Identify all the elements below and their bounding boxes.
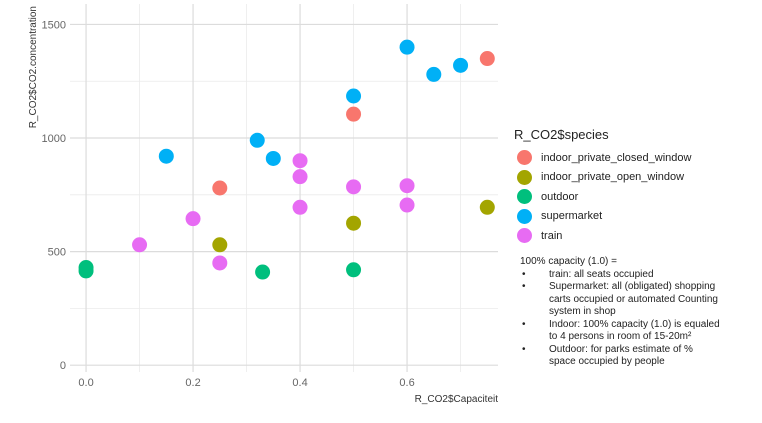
note-heading: 100% capacity (1.0) = [520,256,617,267]
point-train [212,255,228,271]
note-item-supermarket: Supermarket: all (obligated) shopping ca… [520,281,720,319]
point-indoor-private-open-window [212,237,228,253]
x-tick-label: 0.6 [399,377,414,389]
point-train [292,153,308,169]
legend-items: indoor_private_closed_window indoor_priva… [514,148,754,246]
legend-title: R_CO2$species [514,127,609,142]
point-supermarket [453,57,469,73]
point-supermarket [346,88,362,104]
note-item-outdoor: Outdoor: for parks estimate of % space o… [520,344,720,369]
point-indoor-private-open-window [479,199,495,215]
point-outdoor [346,262,362,278]
point-train [185,211,201,227]
x-tick-label: 0.4 [292,377,307,389]
legend-item-indoor-private-closed-window: indoor_private_closed_window [514,148,754,168]
legend-item-indoor-private-open-window: indoor_private_open_window [514,168,754,188]
note-item-train: train: all seats occupied [520,269,720,282]
point-supermarket [399,39,415,55]
point-supermarket [249,132,265,148]
point-supermarket [426,66,442,82]
point-train [292,199,308,215]
legend-swatch [517,150,532,166]
legend-swatch [517,228,532,244]
point-train [399,178,415,194]
legend-label: outdoor [541,190,579,203]
legend-swatch [517,169,532,185]
point-indoor-private-closed-window [346,106,362,122]
point-indoor-private-closed-window [212,180,228,196]
point-train [292,169,308,185]
x-axis-label: R_CO2$Capaciteit [415,394,499,405]
legend: R_CO2$species indoor_private_closed_wind… [514,127,754,246]
x-tick-label: 0.0 [78,377,93,389]
y-tick-label: 0 [60,360,66,372]
point-train [132,237,148,253]
note-list: train: all seats occupied Supermarket: a… [520,269,720,369]
legend-item-outdoor: outdoor [514,187,754,207]
legend-item-supermarket: supermarket [514,207,754,227]
y-axis-label: R_CO2$CO2.concentration [28,6,39,128]
point-indoor-private-open-window [346,215,362,231]
y-tick-label: 1000 [42,133,66,145]
legend-item-train: train [514,226,754,246]
point-outdoor [255,264,271,280]
point-indoor-private-closed-window [479,51,495,67]
legend-label: indoor_private_closed_window [541,151,692,164]
legend-label: indoor_private_open_window [541,171,685,184]
point-supermarket [158,148,174,164]
legend-label: train [541,229,563,242]
point-supermarket [265,150,281,166]
note-item-indoor: Indoor: 100% capacity (1.0) is equaled t… [520,319,720,344]
point-outdoor [78,263,94,279]
x-tick-label: 0.2 [185,377,200,389]
legend-swatch [517,189,532,205]
point-train [399,197,415,213]
y-tick-label: 1500 [42,19,66,31]
legend-swatch [517,208,532,224]
capacity-note: 100% capacity (1.0) = train: all seats o… [520,256,720,369]
y-tick-label: 500 [48,247,66,259]
point-train [346,179,362,195]
scatter-plot: 0.0 0.2 0.4 0.6 0 500 1000 1500 R_CO2$Capaciteit… [28,4,499,405]
legend-label: supermarket [541,210,603,223]
